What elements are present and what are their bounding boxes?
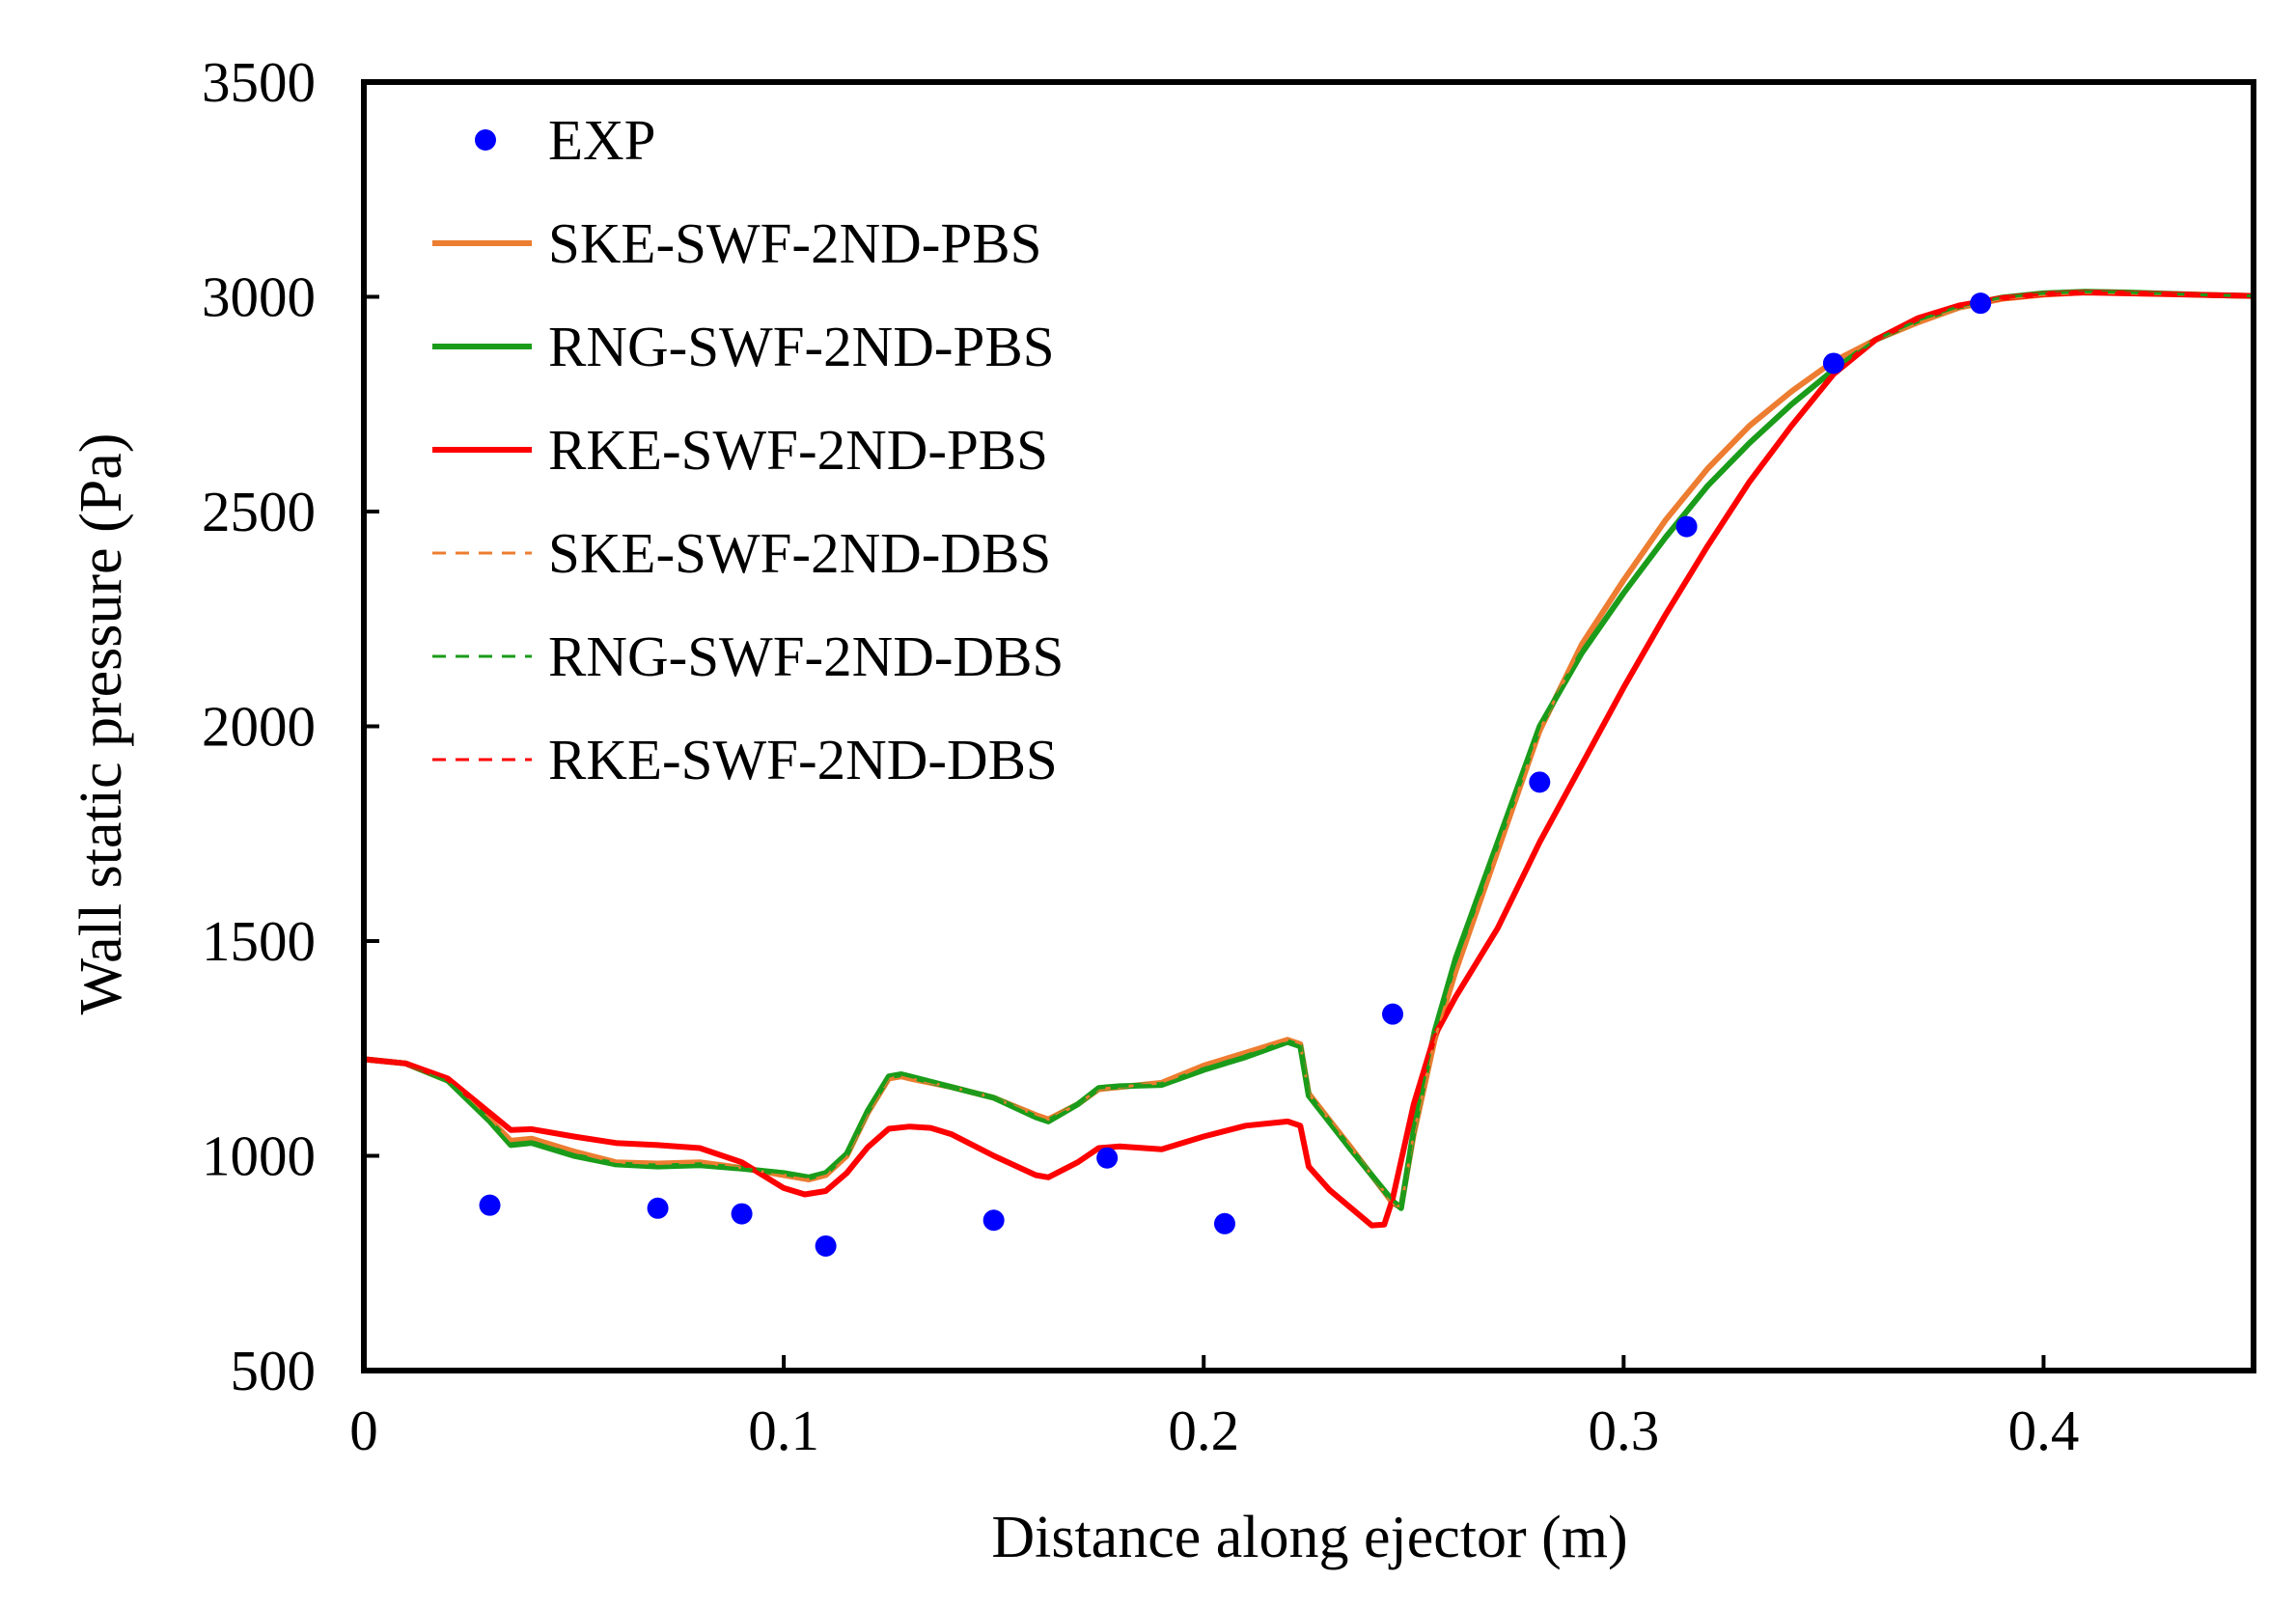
exp-point [1529, 771, 1551, 793]
legend-item-ske-swf-2nd-pbs: SKE-SWF-2ND-PBS [432, 211, 1041, 275]
exp-point [731, 1203, 753, 1225]
x-tick-label: 0 [349, 1399, 378, 1462]
legend-label: SKE-SWF-2ND-PBS [548, 211, 1041, 275]
exp-point [479, 1194, 501, 1216]
legend-item-rke-swf-2nd-dbs: RKE-SWF-2ND-DBS [432, 728, 1058, 791]
y-tick-label: 2500 [202, 480, 316, 543]
series-layer [361, 289, 2256, 1229]
exp-point [1096, 1147, 1119, 1169]
legend-item-rng-swf-2nd-pbs: RNG-SWF-2ND-PBS [432, 315, 1055, 378]
exp-point [647, 1197, 669, 1219]
exp-point [1213, 1212, 1235, 1234]
legend-item-ske-swf-2nd-dbs: SKE-SWF-2ND-DBS [432, 521, 1051, 585]
x-tick-label: 0.4 [2008, 1399, 2080, 1462]
exp-point [1822, 352, 1844, 374]
exp-point [1970, 292, 1992, 315]
y-tick-label: 2000 [202, 695, 316, 759]
series-line-ske-swf-2nd-dbs [362, 291, 2255, 1209]
y-tick-label: 1000 [202, 1124, 316, 1188]
y-tick-label: 3000 [202, 265, 316, 329]
x-axis-title: Distance along ejector (m) [991, 1505, 1627, 1570]
legend-item-rng-swf-2nd-dbs: RNG-SWF-2ND-DBS [432, 624, 1064, 688]
legend-item-rke-swf-2nd-pbs: RKE-SWF-2ND-PBS [432, 418, 1048, 482]
points-layer [479, 292, 1992, 1257]
series-line-rke-swf-2nd-dbs [362, 291, 2255, 1228]
legend-label: SKE-SWF-2ND-DBS [548, 521, 1051, 585]
legend-label: RNG-SWF-2ND-DBS [548, 624, 1064, 688]
y-tick-label: 1500 [202, 909, 316, 973]
legend-label: RKE-SWF-2ND-DBS [548, 728, 1058, 791]
exp-point [982, 1209, 1005, 1232]
legend-item-exp: EXP [475, 108, 655, 172]
exp-point [815, 1234, 837, 1257]
legend-marker [475, 129, 496, 151]
ticks-layer: 0 0.1 0.2 0.3 0.4 500 1000 1500 2000 2500 3000 3500 [202, 50, 2079, 1462]
x-tick-label: 0.3 [1588, 1399, 1659, 1462]
exp-point [1675, 515, 1698, 538]
x-tick-label: 0.1 [748, 1399, 819, 1462]
x-tick-label: 0.2 [1168, 1399, 1239, 1462]
y-tick-label: 3500 [202, 50, 316, 114]
legend-label: RKE-SWF-2ND-PBS [548, 418, 1048, 482]
y-axis-title: Wall static pressure (Pa) [69, 433, 134, 1015]
exp-point [1382, 1003, 1404, 1025]
legend-label: RNG-SWF-2ND-PBS [548, 315, 1055, 378]
legend: EXP SKE-SWF-2ND-PBS RNG-SWF-2ND-PBS RKE-SWF… [432, 108, 1064, 791]
legend-label: EXP [548, 108, 655, 172]
y-tick-label: 500 [231, 1339, 317, 1402]
